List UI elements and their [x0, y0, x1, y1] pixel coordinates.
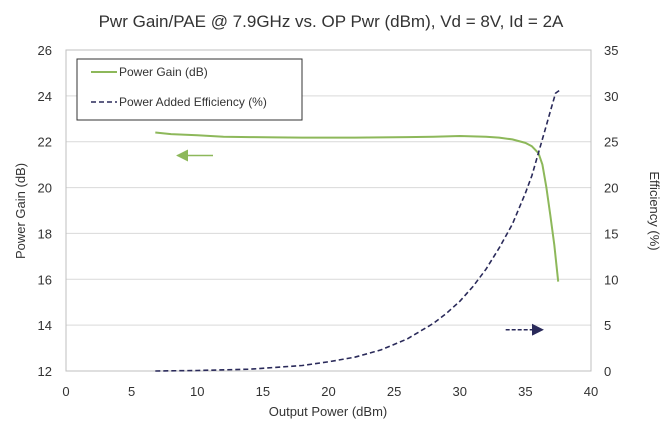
y-tick-label: 26	[38, 43, 52, 58]
y2-axis-label: Efficiency (%)	[647, 171, 662, 250]
tick-labels: 0 5 10 15 20 25 30 35 40 12 14 16 18 20 22 24 26 0 5 10 15 20…	[38, 43, 619, 399]
x-tick-label: 0	[62, 384, 69, 399]
series-layer	[155, 89, 560, 372]
x-tick-label: 25	[387, 384, 401, 399]
y-tick-label: 20	[38, 181, 52, 196]
series-line-pae	[155, 89, 560, 372]
y-tick-label: 22	[38, 135, 52, 150]
legend-box	[76, 58, 303, 121]
series-line-power-gain	[155, 131, 560, 282]
y2-tick-label: 25	[604, 135, 618, 150]
y2-tick-label: 5	[604, 318, 611, 333]
y-tick-label: 18	[38, 226, 52, 241]
chart-title: Pwr Gain/PAE @ 7.9GHz vs. OP Pwr (dBm), …	[99, 12, 564, 31]
legend-label-power-gain: Power Gain (dB)	[119, 65, 208, 79]
y-axis-label: Power Gain (dB)	[13, 163, 28, 259]
x-tick-label: 20	[321, 384, 335, 399]
y-tick-label: 16	[38, 272, 52, 287]
x-tick-label: 10	[190, 384, 204, 399]
y2-tick-label: 20	[604, 181, 618, 196]
x-tick-label: 5	[128, 384, 135, 399]
x-tick-label: 30	[453, 384, 467, 399]
y2-tick-label: 10	[604, 272, 618, 287]
y-tick-label: 24	[38, 89, 52, 104]
legend-label-pae: Power Added Efficiency (%)	[119, 95, 267, 109]
plot-frame	[65, 49, 592, 372]
y2-tick-label: 35	[604, 43, 618, 58]
y2-tick-label: 15	[604, 226, 618, 241]
x-tick-label: 15	[256, 384, 270, 399]
y2-tick-label: 0	[604, 364, 611, 379]
y2-tick-label: 30	[604, 89, 618, 104]
x-tick-label: 35	[518, 384, 532, 399]
x-axis-label: Output Power (dBm)	[269, 404, 388, 419]
y-tick-label: 12	[38, 364, 52, 379]
y-tick-label: 14	[38, 318, 52, 333]
legend: Power Gain (dB) Power Added Efficiency (…	[76, 58, 303, 121]
x-tick-label: 40	[584, 384, 598, 399]
